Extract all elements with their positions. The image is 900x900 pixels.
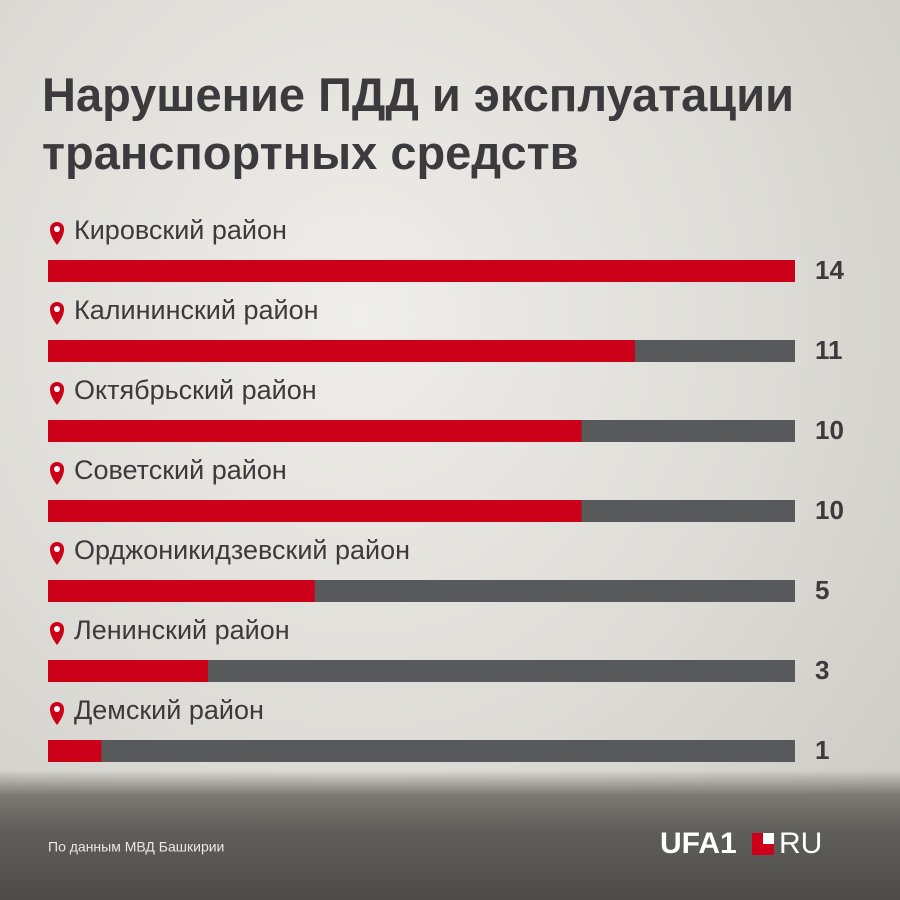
pin-icon [50, 382, 64, 405]
pin-dot [54, 626, 60, 632]
pin-dot [54, 386, 60, 392]
pin-dot [54, 706, 60, 712]
pin-icon [50, 542, 64, 565]
logo-notch [763, 833, 774, 844]
chart-title: Нарушение ПДД и эксплуатации транспортны… [42, 68, 794, 179]
bar-track [48, 740, 795, 762]
pin-icon [50, 702, 64, 725]
logo-suffix: RU [779, 827, 822, 860]
bar [48, 740, 102, 762]
logo-main: UFA1 [660, 827, 737, 860]
value-label: 10 [815, 415, 844, 445]
pin-dot [54, 546, 60, 552]
category-label: Демский район [74, 695, 264, 725]
value-label: 11 [815, 335, 843, 365]
value-label: 3 [815, 655, 829, 685]
pin-icon [50, 222, 64, 245]
category-label: Калининский район [74, 295, 319, 325]
category-label: Октябрьский район [74, 375, 317, 405]
bar [48, 420, 582, 442]
category-label: Орджоникидзевский район [74, 535, 410, 565]
pin-icon [50, 462, 64, 485]
bar [48, 580, 315, 602]
bar [48, 660, 209, 682]
pin-icon [50, 622, 64, 645]
bar-track [48, 660, 795, 682]
category-label: Ленинский район [74, 615, 290, 645]
value-label: 10 [815, 495, 844, 525]
pin-dot [54, 466, 60, 472]
pin-icon [50, 302, 64, 325]
pin-dot [54, 226, 60, 232]
value-label: 14 [815, 255, 844, 285]
category-label: Советский район [74, 455, 287, 485]
bar [48, 340, 635, 362]
source: По данным МВД Башкирии [48, 839, 224, 855]
pin-dot [54, 306, 60, 312]
bar [48, 500, 582, 522]
value-label: 5 [815, 575, 829, 605]
bar [48, 260, 795, 282]
value-label: 1 [815, 735, 829, 765]
category-label: Кировский район [74, 215, 287, 245]
